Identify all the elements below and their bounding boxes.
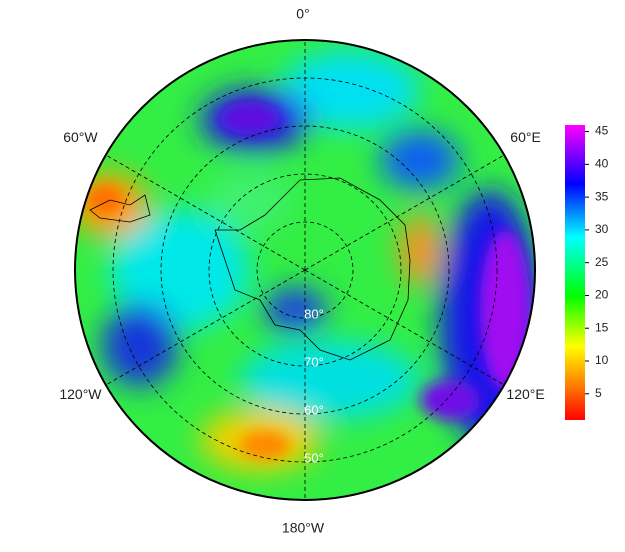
colorbar-tick-label: 45 <box>595 124 609 138</box>
parallel <box>208 173 402 367</box>
longitude-label: 120°W <box>59 386 102 402</box>
longitude-label: 0° <box>296 6 309 22</box>
colorbar-tick-label: 20 <box>595 288 609 302</box>
latitude-label: 70° <box>304 354 324 369</box>
longitude-label: 60°E <box>510 129 541 145</box>
parallel <box>256 221 354 319</box>
colorbar-tick-label: 40 <box>595 157 609 171</box>
colorbar-tick-label: 10 <box>595 353 609 367</box>
longitude-label: 180°W <box>282 520 325 536</box>
longitude-label: 60°W <box>63 129 98 145</box>
colorbar-tick-label: 30 <box>595 222 609 236</box>
colorbar <box>565 125 585 420</box>
colorbar-tick-label: 25 <box>595 255 609 269</box>
map-border <box>74 39 536 501</box>
meridian <box>105 269 306 386</box>
colorbar-tick-label: 35 <box>595 189 609 203</box>
colorbar-tick-label: 5 <box>595 386 602 400</box>
latitude-label: 50° <box>304 450 324 465</box>
parallel <box>160 125 450 415</box>
latitude-label: 80° <box>304 306 324 321</box>
colorbar-tick-label: 15 <box>595 320 609 334</box>
latitude-label: 60° <box>304 402 324 417</box>
longitude-label: 120°E <box>506 386 544 402</box>
parallel <box>112 77 498 463</box>
meridian <box>304 154 505 271</box>
graticule <box>105 40 505 500</box>
